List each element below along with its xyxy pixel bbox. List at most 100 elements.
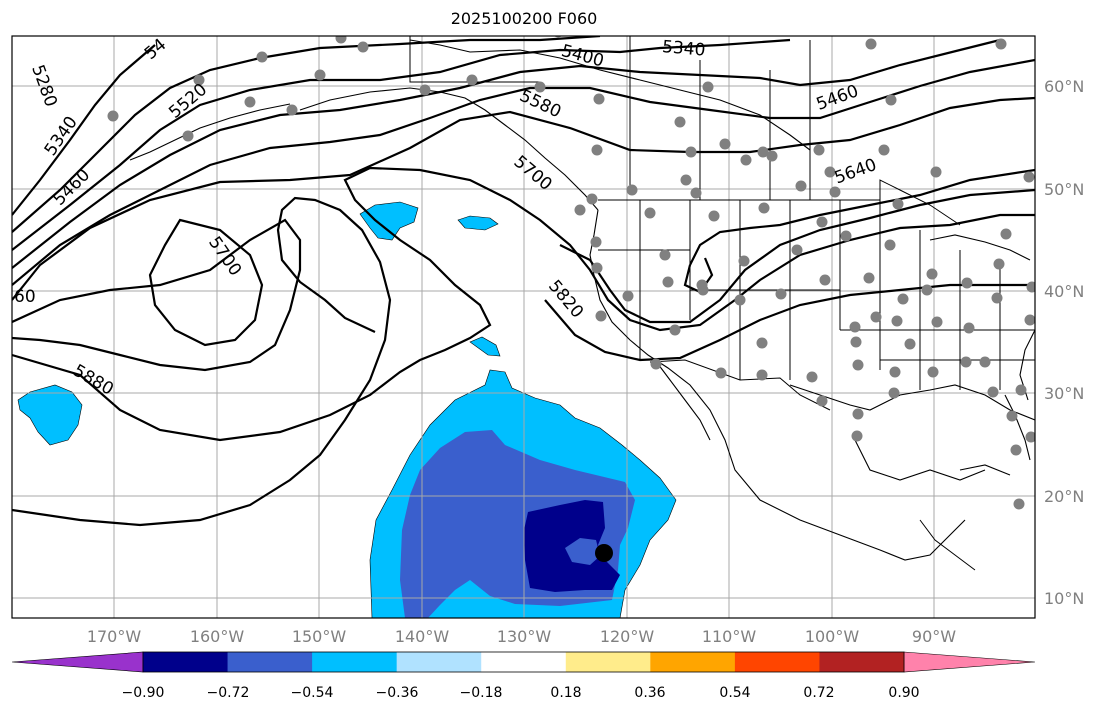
- lon-label-90w: 90°W: [912, 627, 956, 646]
- colorbar-tick-label: −0.36: [376, 685, 419, 701]
- station-marker: [991, 292, 1003, 304]
- coast-florida: [1004, 394, 1031, 461]
- station-markers: [107, 36, 1035, 510]
- station-marker: [650, 358, 662, 370]
- coast-alaska-south: [299, 87, 599, 211]
- border-alaska-canada: [409, 36, 540, 83]
- station-marker: [816, 216, 828, 228]
- colorbar-extend-low: [11, 651, 144, 673]
- contour-line-9: [12, 166, 1035, 442]
- colorbar-tick-label: 0.54: [719, 685, 750, 701]
- shade-small-patch-1: [457, 215, 499, 231]
- station-marker: [926, 268, 938, 280]
- contour-line-1: [12, 44, 156, 216]
- map-border: [11, 35, 1036, 619]
- coast-yucatan: [854, 439, 986, 481]
- station-marker: [930, 166, 942, 178]
- station-marker: [591, 144, 603, 156]
- station-marker: [690, 187, 702, 199]
- feature-marker: [595, 544, 613, 562]
- contour-label-5340-east: 5340: [661, 37, 706, 61]
- contour-line-10: [12, 196, 392, 527]
- colorbar-segment: [312, 652, 398, 672]
- coast-great-lakes: [929, 234, 1031, 261]
- station-marker: [738, 255, 750, 267]
- coast-west-us: [589, 209, 966, 561]
- shade-hawaii-patch: [17, 384, 83, 446]
- colorbar-tick-label: 0.72: [803, 685, 834, 701]
- station-marker: [963, 322, 975, 334]
- lat-label-10n: 10°N: [1044, 589, 1084, 608]
- station-marker: [1015, 384, 1027, 396]
- station-marker: [816, 395, 828, 407]
- station-marker: [813, 144, 825, 156]
- gridlines: [12, 36, 1035, 618]
- border-canada-provinces: [629, 36, 811, 200]
- station-marker: [758, 202, 770, 214]
- station-marker: [107, 110, 119, 122]
- station-marker: [644, 207, 656, 219]
- colorbar-segment: [734, 652, 820, 672]
- station-marker: [674, 116, 686, 128]
- colorbar-tick-label: −0.54: [291, 685, 334, 701]
- coast-gulf-mexico: [789, 384, 1035, 421]
- lat-label-60n: 60°N: [1044, 77, 1084, 96]
- contour-line-12: [544, 283, 1035, 362]
- colorbar-frame: [142, 651, 905, 673]
- station-marker: [1006, 410, 1018, 422]
- longitude-labels: 170°W 160°W 150°W 140°W 130°W 120°W 110°…: [87, 627, 956, 646]
- station-marker: [466, 74, 478, 86]
- station-marker: [586, 193, 598, 205]
- colorbar-tick-label: −0.90: [122, 685, 165, 701]
- contour-line-11: [559, 188, 1035, 324]
- station-marker: [697, 284, 709, 296]
- coast-baja: [654, 359, 711, 441]
- contour-line-8: [12, 218, 302, 372]
- coastlines: [129, 39, 1035, 561]
- station-marker: [884, 239, 896, 251]
- station-marker: [1024, 314, 1035, 326]
- station-marker: [766, 150, 778, 162]
- contour-line-13: [689, 168, 1035, 266]
- station-marker: [756, 369, 768, 381]
- lat-label-30n: 30°N: [1044, 384, 1084, 403]
- station-marker: [891, 315, 903, 327]
- station-marker: [849, 321, 861, 333]
- political-borders: [409, 36, 1035, 571]
- station-marker: [865, 38, 877, 50]
- station-marker: [419, 84, 431, 96]
- station-marker: [995, 38, 1007, 50]
- station-marker: [1026, 281, 1035, 293]
- station-marker: [819, 274, 831, 286]
- station-marker: [1000, 228, 1012, 240]
- station-marker: [852, 408, 864, 420]
- station-marker: [719, 138, 731, 150]
- contour-line-6: [12, 96, 1035, 301]
- station-marker: [626, 184, 638, 196]
- station-marker: [1025, 431, 1035, 443]
- lat-label-40n: 40°N: [1044, 282, 1084, 301]
- station-marker: [850, 336, 862, 348]
- station-marker: [927, 366, 939, 378]
- station-marker: [1013, 498, 1025, 510]
- station-marker: [740, 154, 752, 166]
- station-marker: [708, 210, 720, 222]
- contour-line-2: [12, 36, 601, 233]
- colorbar-segment: [143, 652, 229, 672]
- border-states: [598, 200, 1035, 390]
- lon-label-140w: 140°W: [395, 627, 450, 646]
- station-marker: [878, 144, 890, 156]
- height-contours: [12, 36, 1035, 527]
- station-marker: [335, 36, 347, 44]
- station-marker: [993, 258, 1005, 270]
- colorbar-segment: [227, 652, 313, 672]
- station-marker: [314, 69, 326, 81]
- station-marker: [961, 277, 973, 289]
- map-title: 2025100200 F060: [450, 9, 598, 28]
- station-marker: [1010, 444, 1022, 456]
- station-marker: [256, 51, 268, 63]
- station-marker: [960, 356, 972, 368]
- station-marker: [904, 338, 916, 350]
- coast-hudson: [639, 79, 811, 151]
